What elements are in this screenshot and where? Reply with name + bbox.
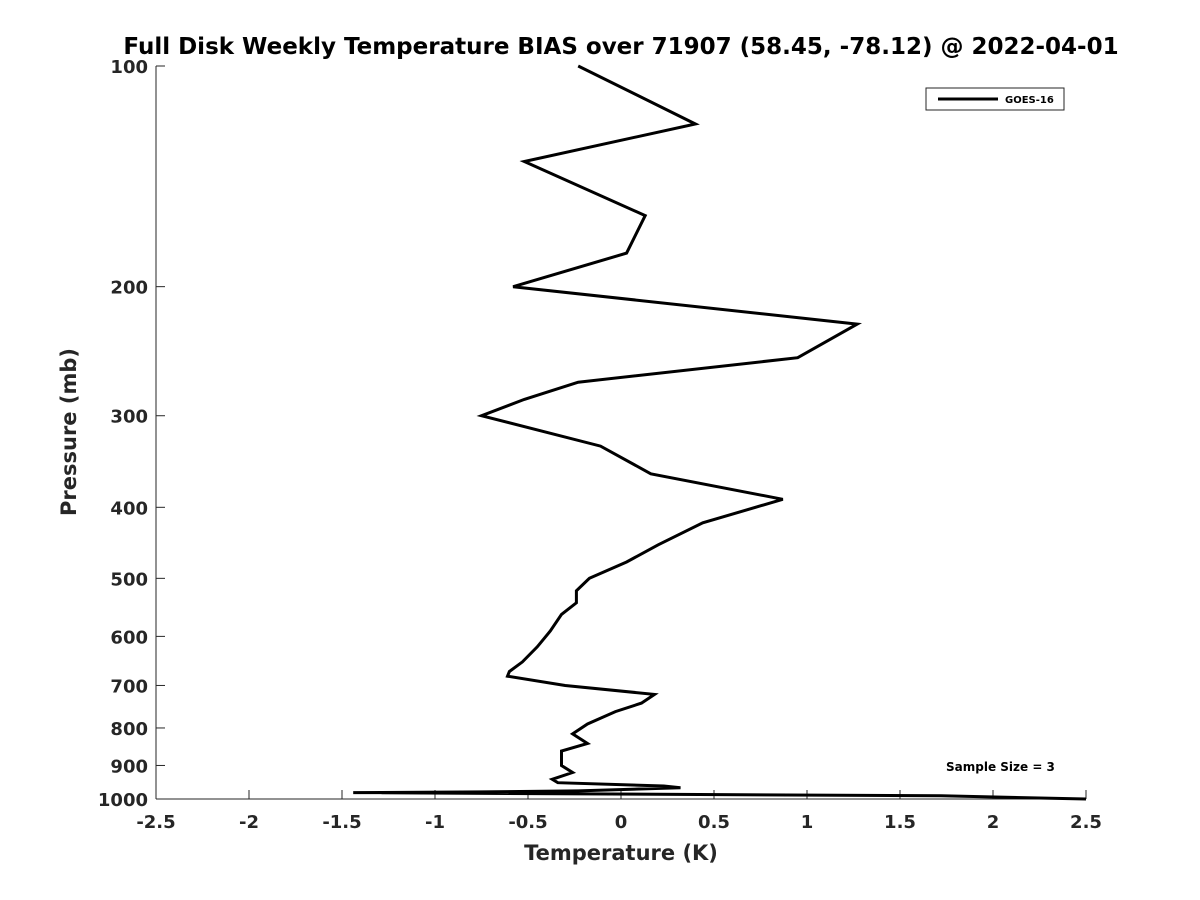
y-tick-label: 100 — [110, 57, 148, 78]
y-tick-label: 300 — [110, 407, 148, 428]
x-tick-label: -1.5 — [322, 812, 361, 833]
x-tick-label: -0.5 — [508, 812, 547, 833]
legend: GOES-16 — [925, 87, 1065, 111]
y-tick-label: 1000 — [98, 790, 148, 811]
x-tick-label: 1.5 — [884, 812, 916, 833]
y-axis-label: Pressure (mb) — [57, 348, 81, 516]
x-tick-label: 2 — [987, 812, 1000, 833]
x-tick-label: 1 — [801, 812, 814, 833]
x-tick-label: -1 — [425, 812, 445, 833]
x-tick-label: -2.5 — [136, 812, 175, 833]
y-tick-label: 500 — [110, 569, 148, 590]
x-ticks: -2.5 -2 -1.5 -1 -0.5 0 0.5 1 1.5 2 2.5 — [136, 790, 1102, 833]
y-tick-label: 700 — [110, 676, 148, 697]
y-tick-label: 900 — [110, 756, 148, 777]
y-tick-label: 400 — [110, 498, 148, 519]
series-line-goes-16 — [353, 64, 1087, 801]
legend-entry-goes-16: GOES-16 — [1005, 95, 1054, 106]
y-tick-label: 800 — [110, 719, 148, 740]
chart-title: Full Disk Weekly Temperature BIAS over 7… — [123, 34, 1118, 60]
x-tick-label: -2 — [239, 812, 259, 833]
x-tick-label: 0 — [615, 812, 628, 833]
y-ticks: 100 200 300 400 500 600 700 800 900 1000 — [98, 57, 165, 811]
sample-size-annotation: Sample Size = 3 — [946, 760, 1055, 774]
y-tick-label: 600 — [110, 627, 148, 648]
x-tick-label: 2.5 — [1070, 812, 1102, 833]
y-tick-label: 200 — [110, 278, 148, 299]
x-tick-label: 0.5 — [698, 812, 730, 833]
x-axis-label: Temperature (K) — [524, 841, 718, 865]
